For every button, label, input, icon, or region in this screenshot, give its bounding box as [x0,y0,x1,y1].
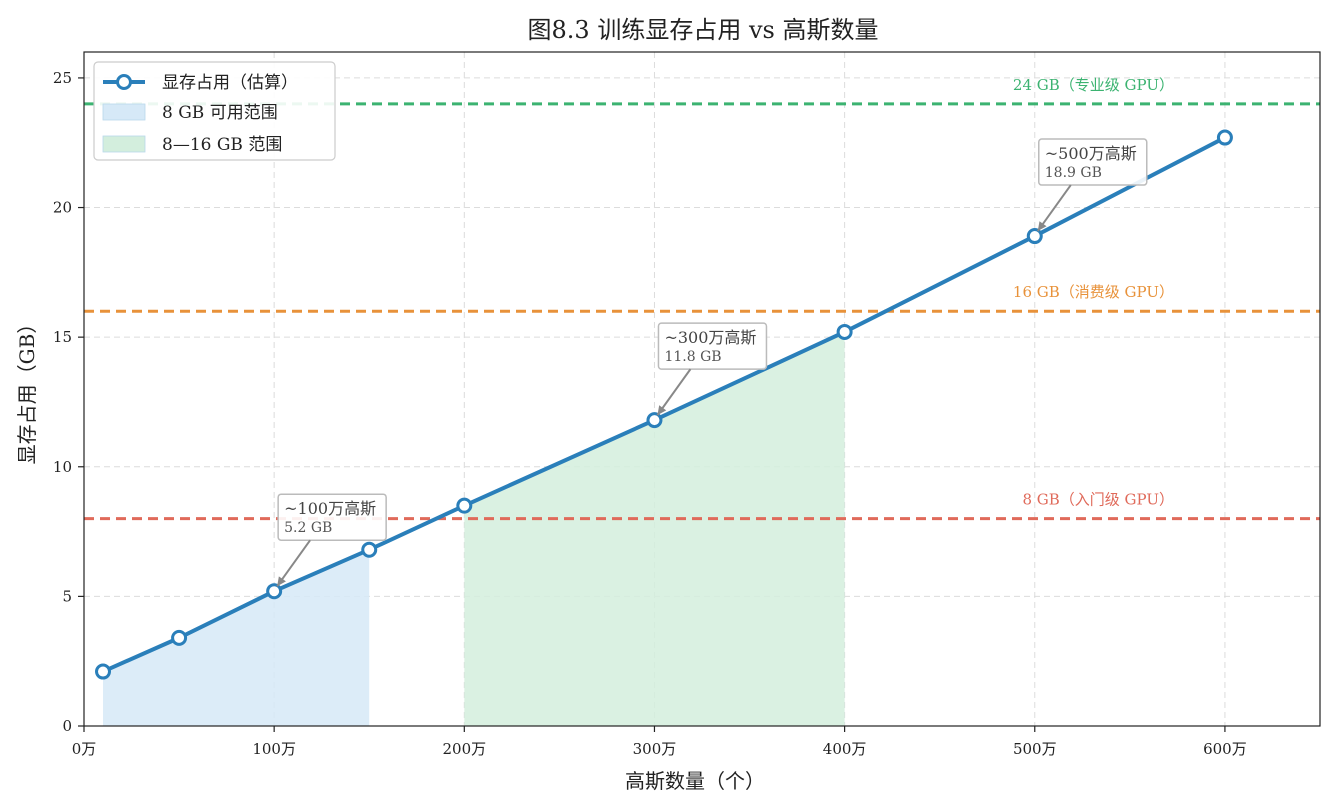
annotation-arrow-1 [656,368,692,416]
annotation-value-2: 18.9 GB [1045,165,1102,181]
legend: 显存占用（估算） 8 GB 可用范围 8—16 GB 范围 [93,61,336,161]
legend-swatch-1 [102,135,146,153]
shaded-regions [103,331,845,726]
annotation-title-0: ~100万高斯 [284,499,376,518]
y-axis-label: 显存占用（GB） [15,314,39,465]
reference-line-label-0: 24 GB（专业级 GPU） [1013,76,1174,94]
annotation-box-1 [657,322,768,370]
x-tick-label: 600万 [1203,740,1247,758]
y-tick-label: 25 [53,69,72,87]
y-tick-label: 5 [62,587,72,605]
x-tick-label: 200万 [442,740,486,758]
shaded-region-0 [103,549,370,726]
annotation-arrowhead-0 [277,576,286,587]
data-point [171,629,188,646]
annotation-value-1: 11.8 GB [664,349,721,365]
legend-swatch-0 [102,103,146,121]
data-series [95,129,1233,680]
annotation-title-2: ~500万高斯 [1045,144,1137,163]
annotations: ~100万高斯 5.2 GB ~300万高斯 11.8 GB ~500万高斯 18.9 G… [276,138,1148,587]
data-point [456,497,473,514]
data-point [836,323,853,340]
annotation-arrow-0 [276,539,311,587]
legend-box [93,61,336,161]
y-tick-label: 20 [53,199,72,217]
x-tick-label: 300万 [633,740,677,758]
x-tick-label: 0万 [72,740,97,758]
data-point [1216,129,1233,146]
reference-lines: 24 GB（专业级 GPU） 16 GB（消费级 GPU） 8 GB（入门级 GPU… [84,76,1320,521]
y-tick-label: 10 [53,458,72,476]
x-axis-label: 高斯数量（个） [625,769,765,793]
data-point [95,663,112,680]
axis-ticks: 0万 100万 200万 300万 400万 500万 600万 0 5 10 15 20 25 [53,69,1247,758]
x-tick-label: 100万 [252,740,296,758]
chart-title: 图8.3 训练显存占用 vs 高斯数量 [528,16,879,44]
data-point [361,541,378,558]
plot-frame [83,51,1321,727]
reference-line-label-2: 8 GB（入门级 GPU） [1022,491,1174,509]
x-tick-label: 400万 [823,740,867,758]
x-tick-label: 500万 [1013,740,1057,758]
data-point [646,412,663,429]
annotation-box-2 [1038,138,1148,186]
legend-point-marker [116,74,132,90]
data-point [1026,228,1043,245]
annotation-value-0: 5.2 GB [284,520,332,536]
legend-label-series: 显存占用（估算） [162,73,298,93]
annotation-arrow-2 [1036,184,1072,232]
legend-label-region-0: 8 GB 可用范围 [162,103,278,123]
y-tick-label: 15 [53,328,72,346]
annotation-arrowhead-1 [657,405,667,416]
reference-line-label-1: 16 GB（消费级 GPU） [1013,283,1174,301]
annotation-title-1: ~300万高斯 [664,328,756,347]
annotation-arrowhead-2 [1037,221,1047,232]
data-point [266,583,283,600]
annotation-box-0 [277,493,387,541]
legend-label-region-1: 8—16 GB 范围 [162,135,282,155]
y-tick-label: 0 [62,717,72,735]
shaded-region-1 [464,331,845,726]
